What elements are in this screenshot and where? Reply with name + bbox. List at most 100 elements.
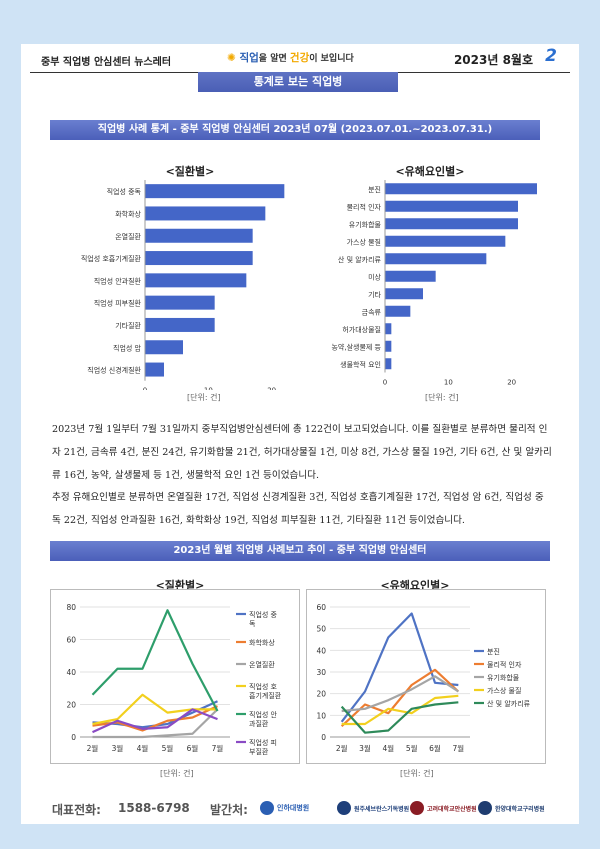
series-line-0 <box>340 612 459 723</box>
y-tick-label-5: 50 <box>316 625 326 634</box>
category-label-4: 직업성 안과질환 <box>94 276 142 285</box>
y-tick-label-0: 0 <box>321 733 326 742</box>
bar-2 <box>145 228 253 243</box>
sparkle-icon: ✺ <box>227 52 236 64</box>
issue-date: 2023년 8월호 <box>453 53 533 67</box>
x-tick-label-0: 2월 <box>87 743 99 753</box>
bar-8 <box>385 323 392 335</box>
hospital-2-name: 원주세브란스기독병원 <box>354 805 410 813</box>
y-tick-label-4: 40 <box>316 646 326 655</box>
category-label-6: 기타 <box>368 290 381 299</box>
x-tick-label-1: 10 <box>444 379 453 387</box>
category-label-1: 화학화상 <box>115 209 141 218</box>
legend-label-5-cont: 부질환 <box>249 747 269 756</box>
legend-label-3-cont: 흡기계질환 <box>249 691 282 700</box>
y-tick-label-1: 10 <box>316 711 326 720</box>
x-tick-label-2: 4월 <box>137 743 149 753</box>
y-tick-label-4: 80 <box>66 603 76 612</box>
series-line-3 <box>341 694 459 726</box>
slogan-part-2: 을 알면 <box>258 54 290 64</box>
chart3-title: <질환별> <box>155 579 205 592</box>
bar-6 <box>385 288 423 300</box>
category-label-7: 금속류 <box>362 308 382 316</box>
paragraph-2: 추정 유해요인별로 분류하면 온열질환 17건, 직업성 신경계질환 3건, 직… <box>52 492 544 526</box>
bar-0 <box>385 183 537 195</box>
bar-10 <box>385 358 392 370</box>
legend-label-2: 유기화합물 <box>487 673 520 682</box>
series-line-4 <box>340 701 459 734</box>
category-label-8: 직업성 신경계질환 <box>87 366 141 375</box>
category-label-3: 직업성 호흡기계질환 <box>81 254 142 263</box>
legend-label-4: 산 및 알카리류 <box>487 699 531 708</box>
x-tick-label-4: 6월 <box>429 743 441 753</box>
legend-label-2: 온열질환 <box>249 660 275 669</box>
hospital-logo-icon <box>478 801 492 815</box>
category-label-2: 유기화합물 <box>349 220 382 229</box>
bar-3 <box>385 235 506 247</box>
category-label-6: 기타질환 <box>115 321 141 330</box>
bar-8 <box>145 362 164 377</box>
bar-1 <box>145 206 266 221</box>
category-label-2: 온열질환 <box>115 232 141 241</box>
slogan: ✺ 직업을 알면 건강이 보입니다 <box>227 50 354 65</box>
chart2-title: <유해요인별> <box>395 165 465 178</box>
legend-label-1: 화학화상 <box>249 638 275 647</box>
slogan-part-3: 건강 <box>289 52 310 64</box>
hospital-3-name: 고려대학교안산병원 <box>427 805 477 813</box>
bar-1 <box>385 200 518 212</box>
category-label-9: 농약,살생물제 등 <box>331 342 381 351</box>
legend-label-0: 직업성 중 <box>249 610 278 619</box>
legend-label-4-cont: 과질환 <box>249 719 269 728</box>
x-tick-label-5: 7월 <box>452 743 464 753</box>
y-tick-label-2: 20 <box>316 690 326 699</box>
y-tick-label-0: 0 <box>71 733 76 742</box>
hospital-1-name: 인하대병원 <box>277 804 310 812</box>
legend-label-0-cont: 독 <box>249 620 256 628</box>
category-label-5: 직업성 피부질환 <box>94 299 142 308</box>
category-label-3: 가스상 물질 <box>347 237 381 246</box>
bar-7 <box>385 305 411 317</box>
x-tick-label-3: 5월 <box>406 743 418 753</box>
bar-4 <box>145 273 247 288</box>
bar-4 <box>385 253 487 265</box>
category-label-0: 직업성 중독 <box>107 187 142 196</box>
bar-5 <box>385 270 436 282</box>
y-tick-label-1: 20 <box>66 701 76 710</box>
unit-label-3: [단위: 건] <box>160 769 194 778</box>
hospital-logo-icon <box>410 801 424 815</box>
bar-9 <box>385 340 392 352</box>
series-line-3 <box>92 693 218 726</box>
x-tick-label-2: 4월 <box>382 743 394 753</box>
y-tick-label-3: 60 <box>66 636 76 645</box>
x-tick-label-4: 6월 <box>187 743 199 753</box>
trend-banner: 2023년 월별 직업병 사례보고 추이 - 중부 직업병 안심센터 <box>50 541 550 561</box>
category-label-10: 생물학적 요인 <box>340 360 381 369</box>
hospital-2: 원주세브란스기독병원 <box>337 799 409 817</box>
bar-5 <box>145 295 215 310</box>
category-label-1: 물리적 인자 <box>347 202 382 211</box>
bar-2 <box>385 218 518 230</box>
x-tick-label-0: 2월 <box>336 743 348 753</box>
hospital-logo-icon <box>337 801 351 815</box>
unit-label-2: [단위: 건] <box>425 393 459 402</box>
hospital-4-name: 한양대학교구리병원 <box>495 805 545 813</box>
y-tick-label-6: 60 <box>316 603 326 612</box>
x-tick-label-1: 10 <box>204 387 213 390</box>
unit-label-1: [단위: 건] <box>187 393 221 402</box>
section-ribbon: 통계로 보는 직업병 <box>198 72 398 92</box>
hospital-1: 인하대병원 <box>260 799 309 817</box>
phone-number: 1588-6798 <box>118 801 190 815</box>
series-line-2 <box>341 675 459 713</box>
x-tick-label-1: 3월 <box>112 743 124 753</box>
paragraph-1: 2023년 7월 1일부터 7월 31일까지 중부직업병안심센터에 총 122건… <box>52 424 552 481</box>
x-tick-label-0: 0 <box>383 379 387 387</box>
legend-label-0: 분진 <box>487 647 500 656</box>
page-number: 2 <box>545 46 557 66</box>
x-tick-label-2: 20 <box>267 387 276 390</box>
unit-label-4: [단위: 건] <box>400 769 434 778</box>
header-bar: 중부 직업병 안심센터 뉴스레터 ✺ 직업을 알면 건강이 보입니다 2023년… <box>21 44 579 72</box>
